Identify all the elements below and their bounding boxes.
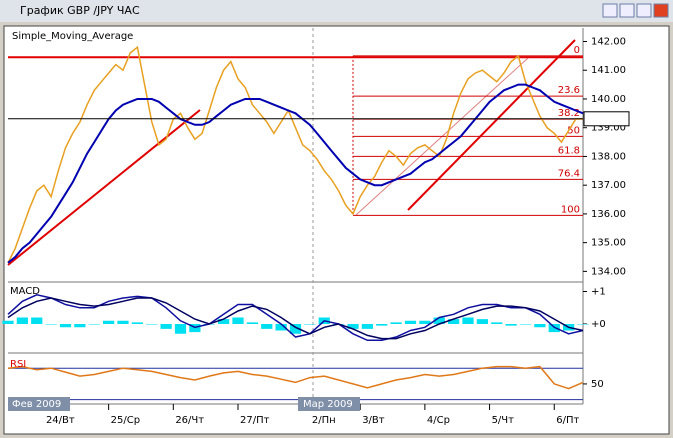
histogram-bar: [376, 324, 388, 326]
histogram-bar: [2, 320, 14, 324]
histogram-bar: [505, 324, 517, 326]
histogram-bar: [433, 317, 445, 324]
minimize-button[interactable]: [602, 3, 618, 18]
histogram-bar: [232, 317, 244, 324]
x-tick-label: 4/Ср: [427, 415, 450, 426]
histogram-bar: [59, 324, 72, 328]
fib-label: 50: [567, 125, 580, 136]
x-tick-label: 3/Вт: [362, 415, 385, 426]
histogram-bar: [390, 322, 402, 324]
title-bar: [0, 0, 673, 22]
x-tick-label: 26/Чт: [175, 415, 204, 426]
y-tick-label: +1: [591, 287, 606, 298]
fib-label: 38.2: [558, 108, 580, 119]
panel-title: MACD: [10, 286, 40, 297]
indicator-label: Simple_Moving_Average: [12, 31, 133, 42]
histogram-bar: [74, 324, 86, 328]
histogram-bar: [304, 324, 316, 325]
histogram-bar: [160, 324, 172, 329]
chart-area: [3, 25, 670, 435]
x-tick-label: 2/Пн: [312, 415, 336, 426]
histogram-bar: [289, 324, 302, 334]
histogram-bar: [261, 324, 273, 329]
period-label: Мар 2009: [303, 399, 353, 410]
x-tick-label: 5/Чт: [492, 415, 515, 426]
histogram-bar: [103, 320, 115, 324]
period-label-box: [8, 397, 70, 411]
fib-label: 61.8: [558, 145, 580, 156]
x-tick-label: 27/Пт: [240, 415, 270, 426]
y-tick-label: 136.00: [591, 209, 626, 220]
panel-title: RSI: [10, 359, 26, 370]
period-label: Фев 2009: [12, 399, 61, 410]
x-tick-label: 24/Вт: [46, 415, 75, 426]
y-tick-label: 141.00: [591, 65, 626, 76]
histogram-bar: [246, 322, 258, 324]
close-button[interactable]: [653, 3, 669, 18]
window-title: График GBP /JPY ЧАС: [20, 4, 140, 17]
maximize-button[interactable]: [619, 3, 635, 18]
histogram-bar: [117, 320, 129, 324]
y-tick-label: 142.00: [591, 36, 626, 47]
histogram-bar: [462, 317, 474, 324]
fib-label: 23.6: [558, 85, 580, 96]
histogram-bar: [218, 319, 230, 324]
histogram-bar: [404, 320, 417, 324]
y-tick-label: 134.00: [591, 266, 626, 277]
series-line: [7, 45, 584, 264]
last-price-box: [583, 111, 630, 127]
series-line: [7, 297, 584, 340]
y-tick-label: 138.00: [591, 151, 626, 162]
histogram-bar: [16, 317, 28, 324]
histogram-bar: [577, 324, 589, 325]
histogram-bar: [361, 324, 373, 329]
histogram-bar: [275, 324, 287, 331]
period-label-box: [298, 397, 360, 411]
y-tick-label: 139.00: [591, 123, 626, 134]
fib-label: 0: [574, 45, 580, 56]
y-tick-label: 140.00: [591, 94, 626, 105]
x-tick-label: 25/Ср: [111, 415, 140, 426]
histogram-bar: [476, 319, 488, 324]
fib-label: 76.4: [558, 168, 580, 179]
histogram-bar: [519, 324, 532, 325]
trend-line: [407, 39, 576, 211]
histogram-bar: [146, 324, 158, 325]
y-tick-label: +0: [591, 319, 606, 330]
fib-label: 100: [561, 204, 580, 215]
histogram-bar: [419, 320, 431, 324]
series-line: [7, 83, 584, 264]
histogram-bar: [88, 324, 100, 325]
histogram-bar: [534, 324, 546, 328]
restore-button[interactable]: [636, 3, 652, 18]
histogram-bar: [448, 319, 460, 324]
histogram-bar: [174, 324, 187, 334]
y-tick-label: 50: [591, 379, 604, 390]
histogram-bar: [45, 324, 57, 325]
y-tick-label: 137.00: [591, 180, 626, 191]
histogram-bar: [31, 317, 43, 324]
series-line: [7, 294, 584, 342]
y-tick-label: 135.00: [591, 238, 626, 249]
histogram-bar: [131, 322, 143, 324]
histogram-bar: [491, 322, 503, 324]
histogram-bar: [347, 324, 359, 329]
series-line: [7, 365, 584, 390]
x-tick-label: 6/Пт: [556, 415, 579, 426]
